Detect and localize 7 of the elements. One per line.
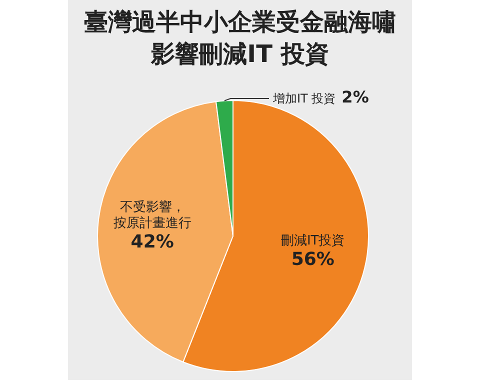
slice-label: 刪減IT投資 [280,234,345,249]
chart-title: 臺灣過半中小企業受金融海嘯影響刪減IT 投資 [83,7,397,70]
slice-label: 增加IT 投資 [272,92,336,106]
data-label: 42% [130,231,174,252]
data-label: 56% [291,248,334,270]
slice-label: 不受影響，按原計畫進行 [113,200,192,232]
data-label: 2% [342,88,369,106]
